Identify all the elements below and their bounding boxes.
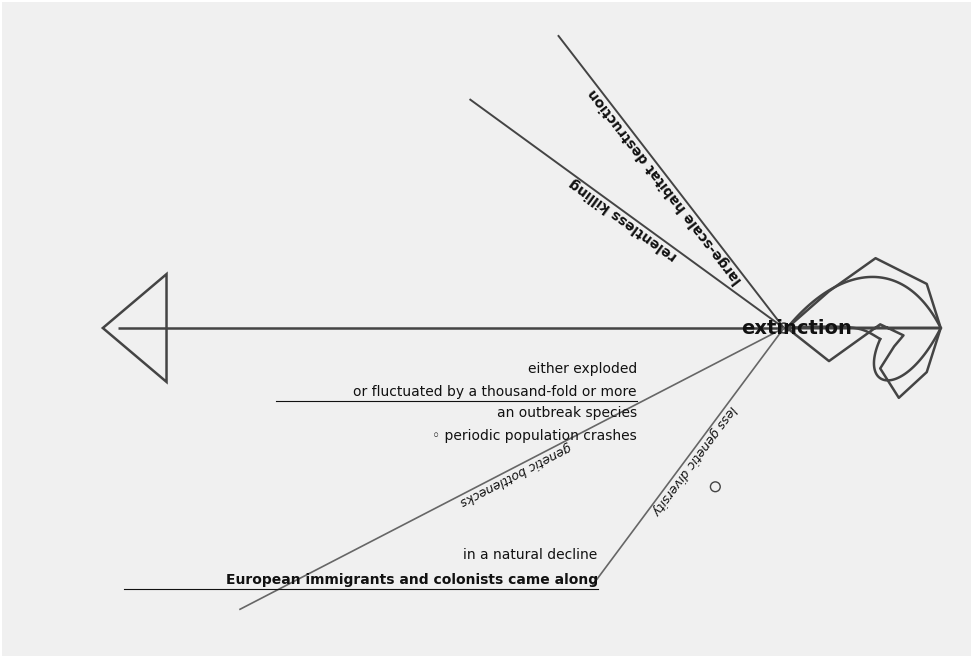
Text: either exploded: either exploded <box>528 362 637 376</box>
Text: European immigrants and colonists came along: European immigrants and colonists came a… <box>226 573 598 587</box>
Text: genetic bottlenecks: genetic bottlenecks <box>457 440 573 509</box>
Text: extinction: extinction <box>741 319 851 338</box>
Text: ◦ periodic population crashes: ◦ periodic population crashes <box>433 429 637 443</box>
Text: relentless killing: relentless killing <box>567 175 679 263</box>
Text: an outbreak species: an outbreak species <box>497 406 637 420</box>
Text: large-scale habitat destruction: large-scale habitat destruction <box>586 86 746 286</box>
Text: less genetic diversity: less genetic diversity <box>648 403 739 517</box>
Text: in a natural decline: in a natural decline <box>464 549 598 562</box>
Text: or fluctuated by a thousand-fold or more: or fluctuated by a thousand-fold or more <box>354 385 637 399</box>
